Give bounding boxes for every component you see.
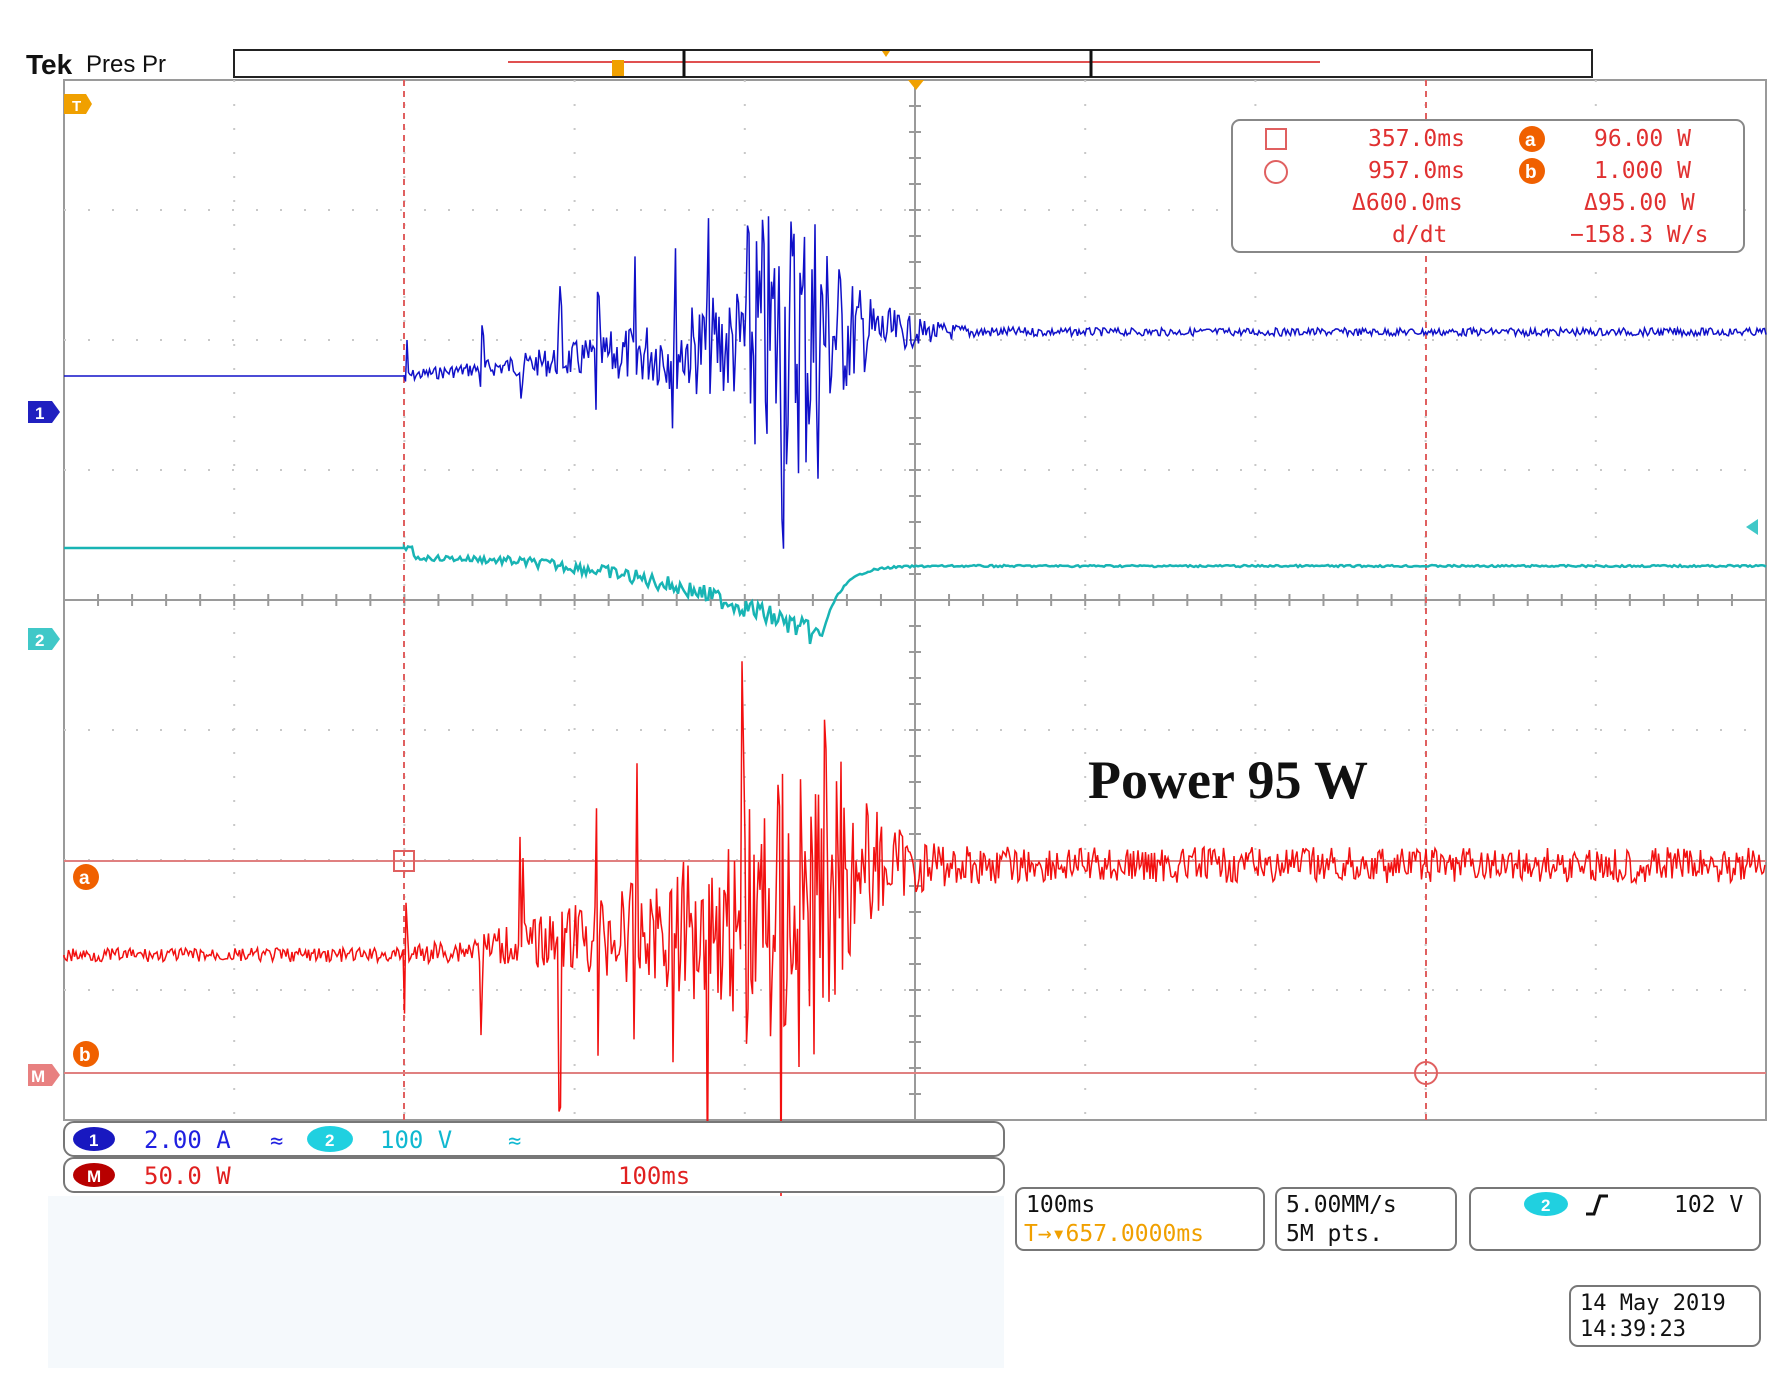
horizontal-timebase: 100ms bbox=[1026, 1192, 1095, 1218]
svg-text:a: a bbox=[1525, 130, 1536, 151]
cursor1-square-icon bbox=[1265, 128, 1287, 150]
acquisition-mode: Pres Pr bbox=[86, 51, 166, 78]
ch2-ground-marker[interactable]: 2 bbox=[28, 628, 60, 650]
ddt-label: d/dt bbox=[1392, 222, 1447, 248]
trigger-position-icon bbox=[908, 80, 924, 90]
blank-readout-area bbox=[48, 1196, 1004, 1368]
horizontal-panel[interactable]: 100ms T→▾657.0000ms bbox=[1015, 1187, 1265, 1251]
cursor2-circle-marker bbox=[1414, 1061, 1438, 1085]
tek-logo: Tek bbox=[26, 49, 73, 80]
cursor2-circle-icon bbox=[1264, 160, 1288, 184]
svg-text:T: T bbox=[72, 98, 81, 115]
record-overview-bar[interactable] bbox=[233, 49, 1593, 78]
timestamp-time: 14:39:23 bbox=[1580, 1317, 1686, 1342]
trigger-position: T→▾657.0000ms bbox=[1024, 1221, 1204, 1247]
ch1-current-trace bbox=[64, 216, 1767, 549]
svg-text:b: b bbox=[1525, 162, 1537, 183]
trigger-panel[interactable]: 2 102 V bbox=[1469, 1187, 1761, 1251]
ch1-ground-marker[interactable]: 1 bbox=[28, 401, 60, 423]
cursor-a-marker[interactable]: a bbox=[73, 864, 99, 890]
ch1-badge: 1 bbox=[89, 1131, 98, 1150]
cursor2-time: 957.0ms bbox=[1368, 158, 1465, 184]
trigger-level-marker[interactable]: T bbox=[64, 94, 92, 115]
math-scale: 50.0 W bbox=[144, 1162, 231, 1190]
ch2-scale: 100 V bbox=[380, 1126, 452, 1154]
ch1-coupling-icon: ≈ bbox=[270, 1129, 283, 1154]
trigger-level: 102 V bbox=[1674, 1192, 1743, 1218]
acquisition-panel[interactable]: 5.00MM/s 5M pts. bbox=[1275, 1187, 1457, 1251]
ch2-badge: 2 bbox=[325, 1131, 334, 1150]
math-ground-marker[interactable]: M bbox=[28, 1064, 60, 1086]
sample-rate: 5.00MM/s bbox=[1286, 1192, 1397, 1218]
math-timebase: 100ms bbox=[618, 1162, 690, 1190]
math-badge: M bbox=[87, 1167, 101, 1186]
ch2-coupling-icon: ≈ bbox=[508, 1129, 521, 1154]
ch2-offscreen-indicator-icon bbox=[1746, 519, 1758, 535]
channel-scale-bar[interactable]: 1 2.00 A ≈ 2 100 V ≈ bbox=[63, 1121, 1005, 1157]
cursor1-square-marker bbox=[393, 850, 415, 872]
cursor-a-value: 96.00 W bbox=[1594, 126, 1691, 152]
cursor1-time: 357.0ms bbox=[1368, 126, 1465, 152]
delta-value: Δ95.00 W bbox=[1584, 190, 1695, 216]
rising-edge-icon bbox=[1586, 1194, 1608, 1216]
waveforms bbox=[63, 216, 1767, 1202]
trigger-source: 2 bbox=[1541, 1196, 1550, 1215]
timestamp-date: 14 May 2019 bbox=[1580, 1291, 1726, 1316]
svg-text:b: b bbox=[79, 1045, 91, 1066]
delta-time: Δ600.0ms bbox=[1352, 190, 1463, 216]
ddt-value: −158.3 W/s bbox=[1570, 222, 1708, 248]
cursor-b-value: 1.000 W bbox=[1594, 158, 1691, 184]
cursor-b-marker[interactable]: b bbox=[73, 1041, 99, 1067]
svg-text:M: M bbox=[31, 1067, 45, 1086]
power-annotation: Power 95 W bbox=[1088, 750, 1368, 810]
svg-text:a: a bbox=[79, 868, 90, 889]
cursor-readout-panel: 357.0ms 957.0ms Δ600.0ms d/dt a b 96.00 … bbox=[1231, 119, 1745, 253]
math-scale-bar[interactable]: M 50.0 W 100ms bbox=[63, 1157, 1005, 1193]
math-power-trace bbox=[63, 661, 1766, 1202]
ch1-scale: 2.00 A bbox=[144, 1126, 231, 1154]
svg-text:2: 2 bbox=[35, 631, 44, 650]
record-length: 5M pts. bbox=[1286, 1221, 1383, 1247]
ch2-voltage-trace bbox=[64, 543, 1767, 645]
svg-text:1: 1 bbox=[35, 404, 44, 423]
timestamp-panel: 14 May 2019 14:39:23 bbox=[1569, 1285, 1761, 1347]
